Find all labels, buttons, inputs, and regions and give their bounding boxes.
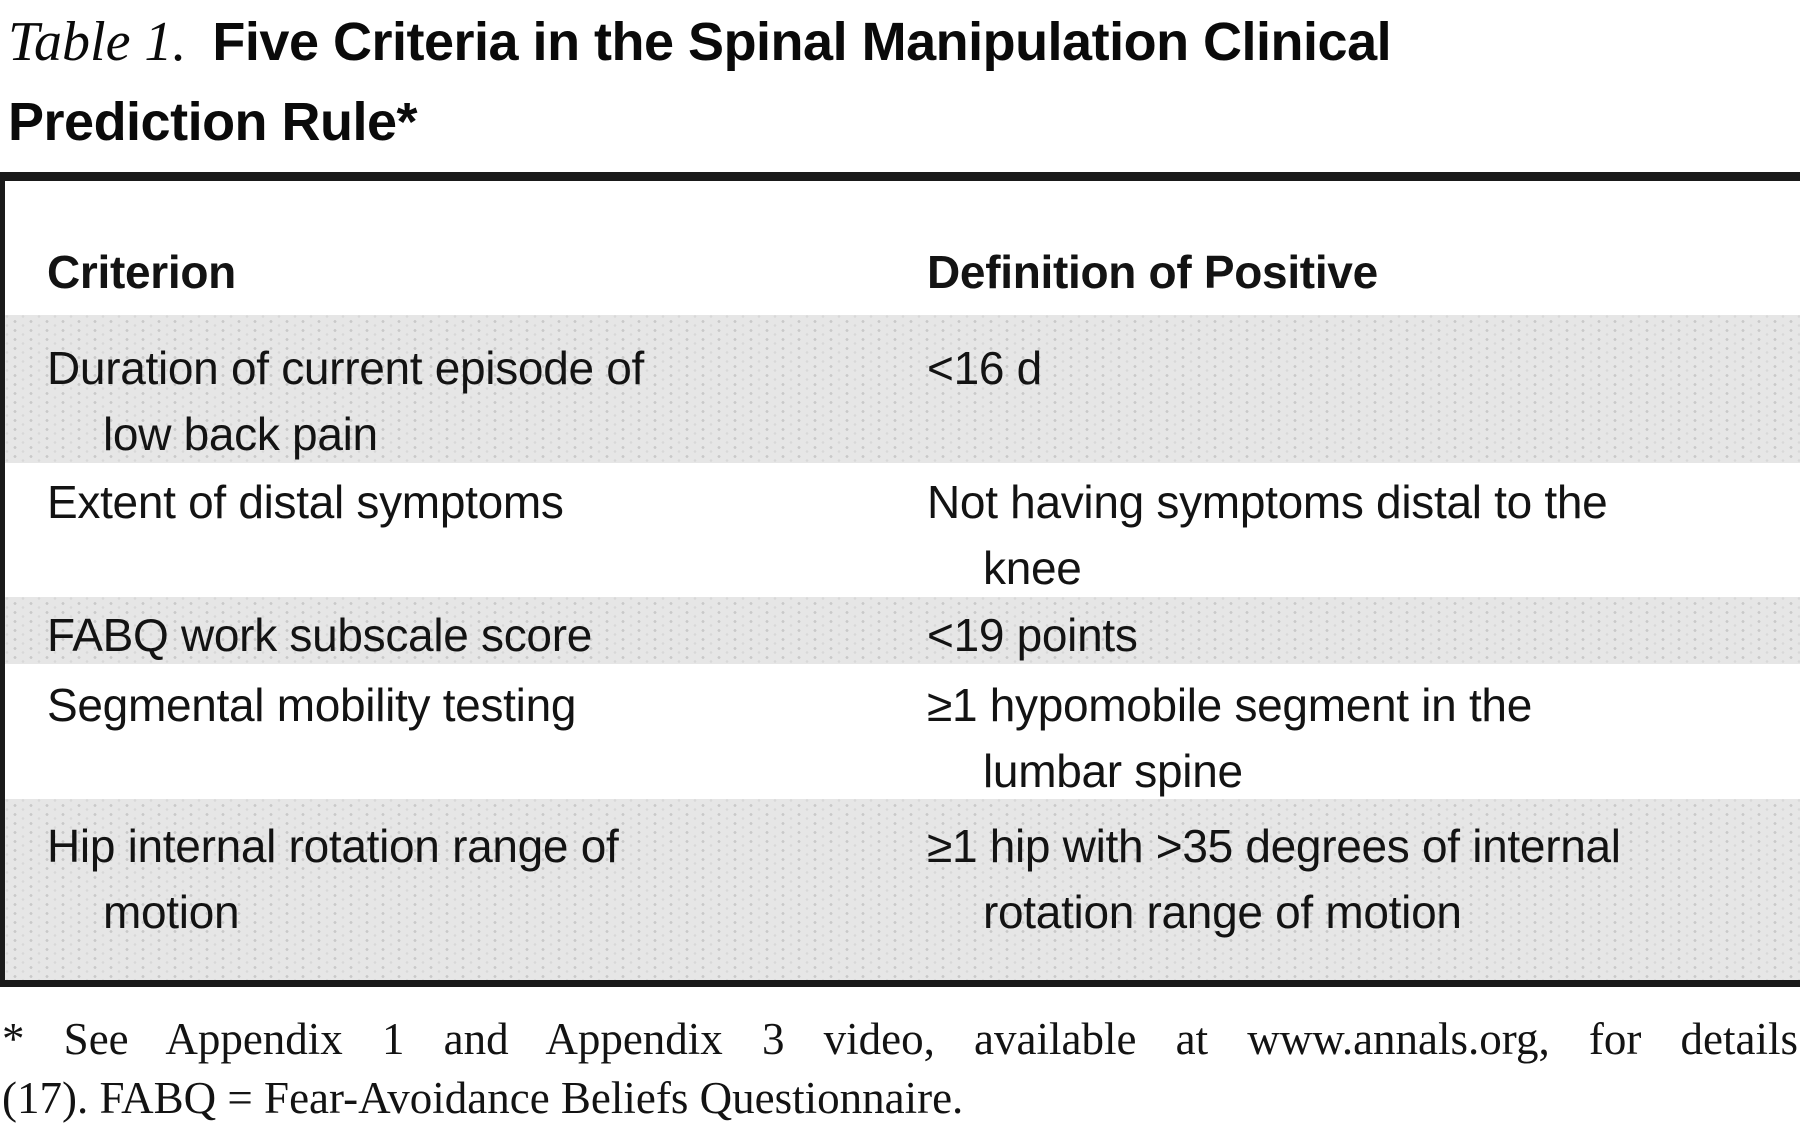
criterion-text: Extent of distal symptoms: [47, 476, 564, 528]
definition-text: Not having symptoms distal to the: [927, 476, 1608, 528]
footnote-line-2: (17). FABQ = Fear-Avoidance Beliefs Ques…: [2, 1073, 964, 1123]
table-title-line-2: Prediction Rule*: [8, 82, 1800, 162]
column-header-definition: Definition of Positive: [927, 246, 1378, 298]
table-title-text-continued: Prediction Rule*: [8, 92, 418, 152]
table-row: Extent of distal symptoms Not having sym…: [5, 463, 1800, 597]
criterion-cell: Extent of distal symptoms: [5, 463, 885, 601]
table-row: Segmental mobility testing ≥1 hypomobile…: [5, 664, 1800, 799]
criterion-text: Segmental mobility testing: [47, 679, 577, 731]
definition-text: <16 d: [927, 342, 1042, 394]
criterion-cell: Duration of current episode of low back …: [5, 315, 885, 467]
definition-text-wrap: rotation range of motion: [983, 886, 1462, 938]
column-header-criterion: Criterion: [47, 246, 236, 298]
definition-cell: <16 d: [885, 315, 1800, 467]
definition-text: <19 points: [927, 609, 1138, 661]
table-title-line-1: Table 1. Five Criteria in the Spinal Mani…: [8, 2, 1800, 82]
definition-cell: ≥1 hip with >35 degrees of internal rota…: [885, 799, 1800, 980]
criterion-cell: Hip internal rotation range of motion: [5, 799, 885, 980]
criterion-cell: Segmental mobility testing: [5, 664, 885, 804]
table-row: FABQ work subscale score <19 points: [5, 597, 1800, 664]
criteria-table: Criterion Definition of Positive Duratio…: [0, 172, 1800, 987]
table-title: Table 1. Five Criteria in the Spinal Mani…: [0, 0, 1800, 162]
criterion-text: FABQ work subscale score: [47, 609, 593, 661]
criterion-text: Duration of current episode of: [47, 342, 645, 394]
table-row: Duration of current episode of low back …: [5, 315, 1800, 463]
definition-cell: Not having symptoms distal to the knee: [885, 463, 1800, 601]
criterion-text-wrap: motion: [103, 886, 240, 938]
definition-text-wrap: lumbar spine: [983, 745, 1243, 797]
footnote-line-1: * See Appendix 1 and Appendix 3 video, a…: [2, 1014, 1798, 1064]
table-header-row: Criterion Definition of Positive: [5, 181, 1800, 315]
definition-cell: <19 points: [885, 597, 1800, 668]
definition-cell: ≥1 hypomobile segment in the lumbar spin…: [885, 664, 1800, 804]
criterion-text: Hip internal rotation range of: [47, 820, 619, 872]
table-row: Hip internal rotation range of motion ≥1…: [5, 799, 1800, 980]
definition-text-wrap: knee: [983, 542, 1082, 594]
definition-text: ≥1 hip with >35 degrees of internal: [927, 820, 1621, 872]
table-title-text: Five Criteria in the Spinal Manipulation…: [212, 12, 1392, 72]
criterion-text-wrap: low back pain: [103, 408, 378, 460]
definition-text: ≥1 hypomobile segment in the: [927, 679, 1532, 731]
table-number-label: Table 1.: [8, 11, 187, 73]
footnote: * See Appendix 1 and Appendix 3 video, a…: [2, 1010, 1798, 1128]
criterion-cell: FABQ work subscale score: [5, 597, 885, 668]
